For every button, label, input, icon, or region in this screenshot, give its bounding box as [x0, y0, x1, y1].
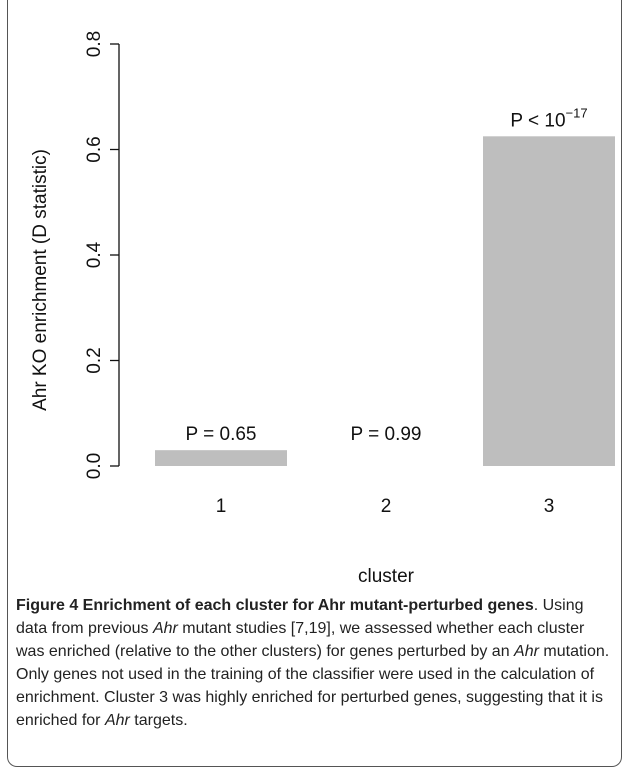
- x-tick-labels: 1 2 3: [216, 496, 555, 517]
- y-tick-label: 0.6: [84, 136, 105, 162]
- caption-text: mutant studies [7,19], we assessed wheth…: [16, 620, 585, 660]
- x-tick-label: 3: [544, 496, 555, 517]
- y-tick-label: 0.8: [84, 31, 105, 57]
- caption-title: Figure 4 Enrichment of each cluster for …: [16, 597, 534, 614]
- bar-cluster-3: [483, 136, 615, 466]
- y-axis-label: Ahr KO enrichment (D statistic): [30, 149, 51, 411]
- y-tick-label: 0.2: [84, 347, 105, 373]
- y-axis: 0.0 0.2 0.4 0.6 0.8: [84, 31, 120, 479]
- caption-text: mutation. Only genes not used in the tra…: [16, 643, 610, 729]
- caption-gene-name: Ahr: [514, 643, 539, 660]
- caption-text: . Using data from previous: [16, 597, 584, 637]
- bar-annotation: P = 0.99: [351, 424, 422, 445]
- bar-chart: 0.0 0.2 0.4 0.6 0.8 1 2 3 P = 0.65 P = 0.99 P < …: [30, 31, 615, 587]
- y-tick-label: 0.4: [84, 241, 105, 268]
- bars: [155, 136, 615, 466]
- x-tick-label: 1: [216, 496, 227, 517]
- figure-frame: [7, 0, 622, 767]
- figure-caption: Figure 4 Enrichment of each cluster for …: [16, 594, 616, 732]
- x-axis-label: cluster: [358, 566, 415, 587]
- annotation-superscript: −17: [566, 105, 588, 120]
- caption-text: targets.: [129, 712, 188, 729]
- x-tick-label: 2: [381, 496, 392, 517]
- bar-cluster-1: [155, 450, 287, 466]
- caption-gene-name: Ahr: [104, 712, 130, 729]
- bar-annotation: P = 0.65: [186, 424, 257, 445]
- caption-gene-name: Ahr: [152, 620, 178, 637]
- caption-body: . Using data from previous Ahr mutant st…: [16, 597, 609, 729]
- y-tick-label: 0.0: [84, 453, 105, 479]
- bar-annotation: P < 10−17: [510, 105, 587, 131]
